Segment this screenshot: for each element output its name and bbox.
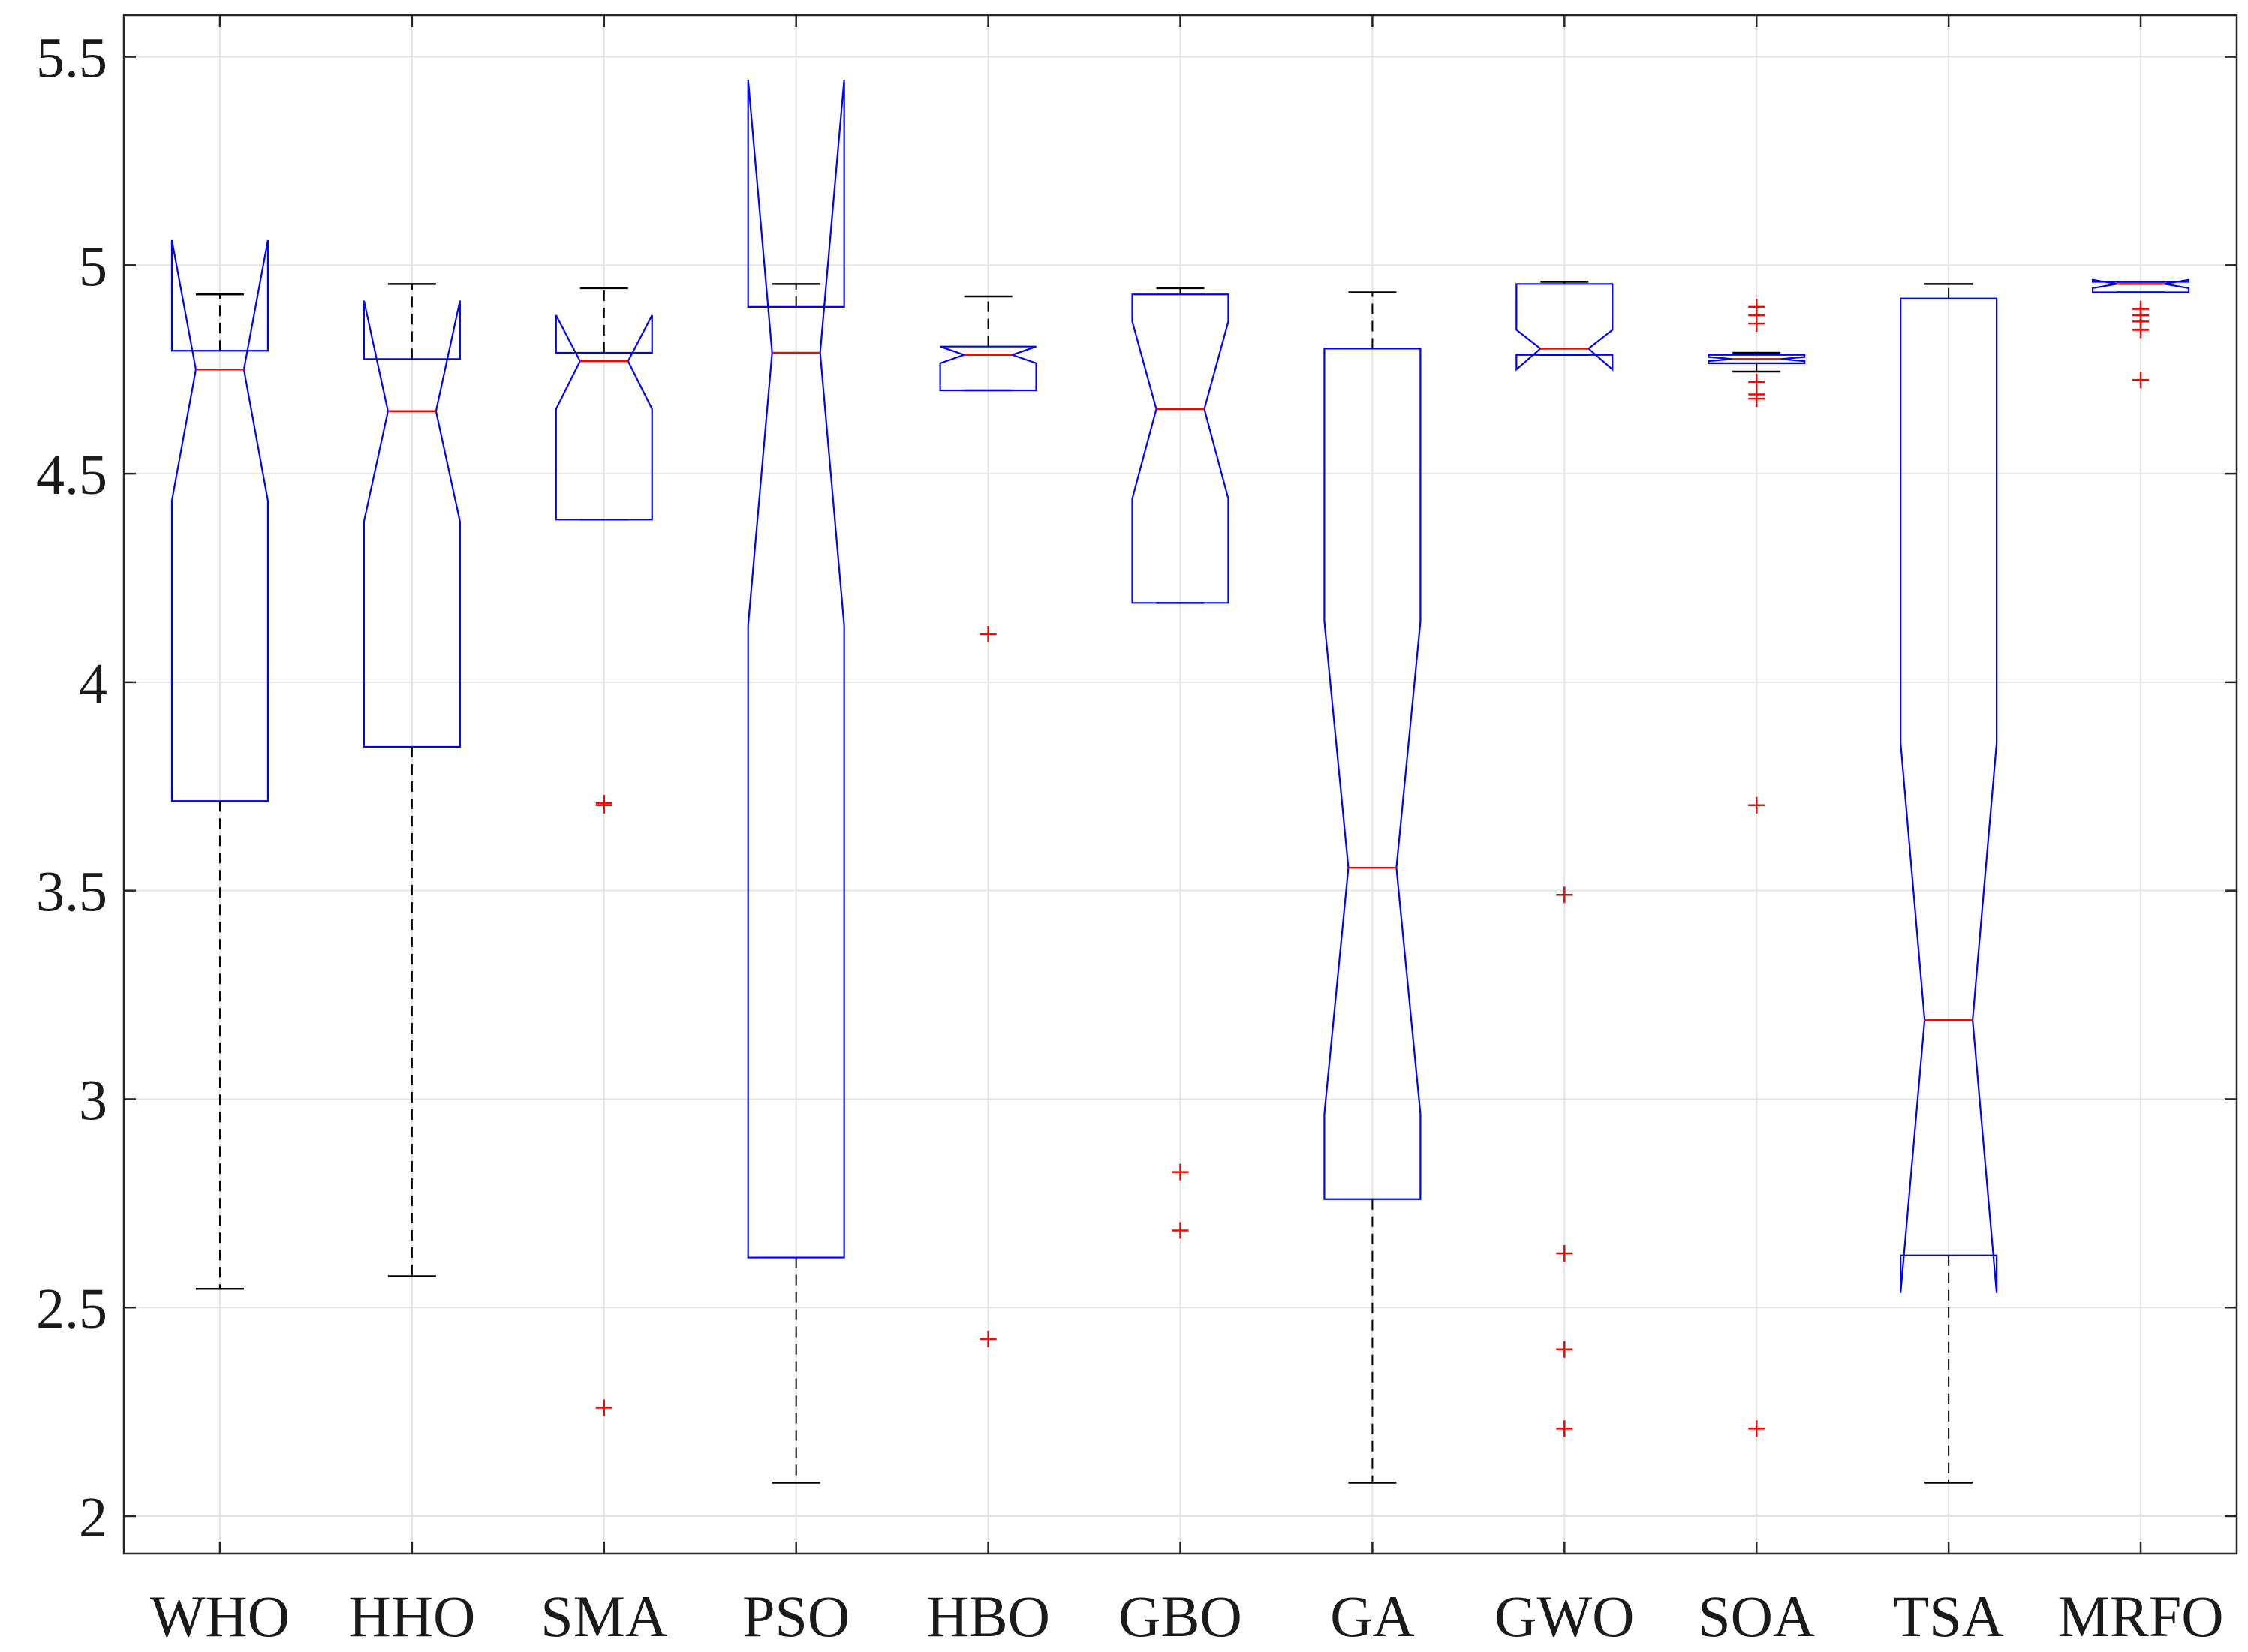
y-tick-label: 3 (79, 1069, 107, 1132)
outlier-marker (1748, 1420, 1765, 1437)
box-tsa (1900, 283, 1998, 1484)
outlier-marker (1172, 1222, 1189, 1239)
outlier-marker (1748, 315, 1765, 333)
x-tick-label: PSO (742, 1584, 850, 1649)
outlier-markers (595, 298, 2150, 1437)
outlier-marker (2132, 321, 2150, 339)
grid-lines (124, 15, 2237, 1554)
box-series (170, 80, 2190, 1484)
x-tick-label: HHO (348, 1584, 475, 1649)
x-tick-label: GWO (1494, 1584, 1634, 1649)
y-axis: 2 2.5 3 3.5 4 4.5 5 5.5 (36, 27, 2237, 1549)
box-outline (2091, 278, 2190, 293)
y-tick-label: 2.5 (36, 1277, 107, 1341)
outlier-marker (980, 1330, 997, 1347)
box-outline (363, 300, 461, 748)
box-pso (747, 80, 845, 1484)
box-outline (1900, 297, 1998, 1293)
box-outline (1131, 293, 1229, 604)
x-tick-label: MRFO (2057, 1584, 2223, 1649)
outlier-marker (1172, 1163, 1189, 1181)
box-outline (1515, 283, 1614, 372)
outlier-marker (1556, 1341, 1573, 1358)
x-tick-label: GBO (1118, 1584, 1242, 1649)
box-outline (555, 314, 653, 521)
y-tick-label: 2 (79, 1486, 107, 1549)
box-outline (939, 345, 1037, 392)
box-outline (1323, 348, 1422, 1200)
box-gwo (1515, 281, 1614, 372)
outlier-marker (1556, 1420, 1573, 1437)
x-tick-label: TSA (1893, 1584, 2003, 1649)
outlier-marker (595, 795, 612, 811)
box-hbo (939, 295, 1037, 392)
outlier-marker (980, 626, 997, 642)
outlier-marker (1556, 886, 1573, 904)
outlier-marker (1748, 796, 1765, 814)
box-sma (555, 287, 653, 521)
box-outline (1708, 354, 1806, 364)
box-who (170, 239, 269, 1290)
x-tick-label: WHO (150, 1584, 290, 1649)
y-tick-label: 4 (79, 652, 107, 715)
y-tick-label: 3.5 (36, 861, 107, 924)
box-gbo (1131, 287, 1229, 604)
x-tick-label: HBO (926, 1584, 1050, 1649)
box-outline (747, 80, 845, 1259)
box-ga (1323, 291, 1422, 1484)
box-outline (170, 239, 269, 802)
outlier-marker (2132, 372, 2150, 389)
outlier-marker (595, 1399, 612, 1416)
y-tick-label: 5.5 (36, 27, 107, 90)
box-soa (1708, 351, 1806, 373)
x-tick-label: SMA (540, 1584, 667, 1649)
y-tick-label: 5 (79, 235, 107, 298)
y-tick-label: 4.5 (36, 444, 107, 507)
x-tick-label: SOA (1698, 1584, 1815, 1649)
x-axis: WHO HHO SMA PSO HBO GBO GA GWO SOA TSA MRFO (150, 15, 2224, 1649)
x-tick-label: GA (1330, 1584, 1415, 1649)
outlier-marker (1556, 1245, 1573, 1262)
outlier-marker (1748, 390, 1765, 408)
box-mrfo (2091, 278, 2190, 293)
box-hho (363, 283, 461, 1277)
